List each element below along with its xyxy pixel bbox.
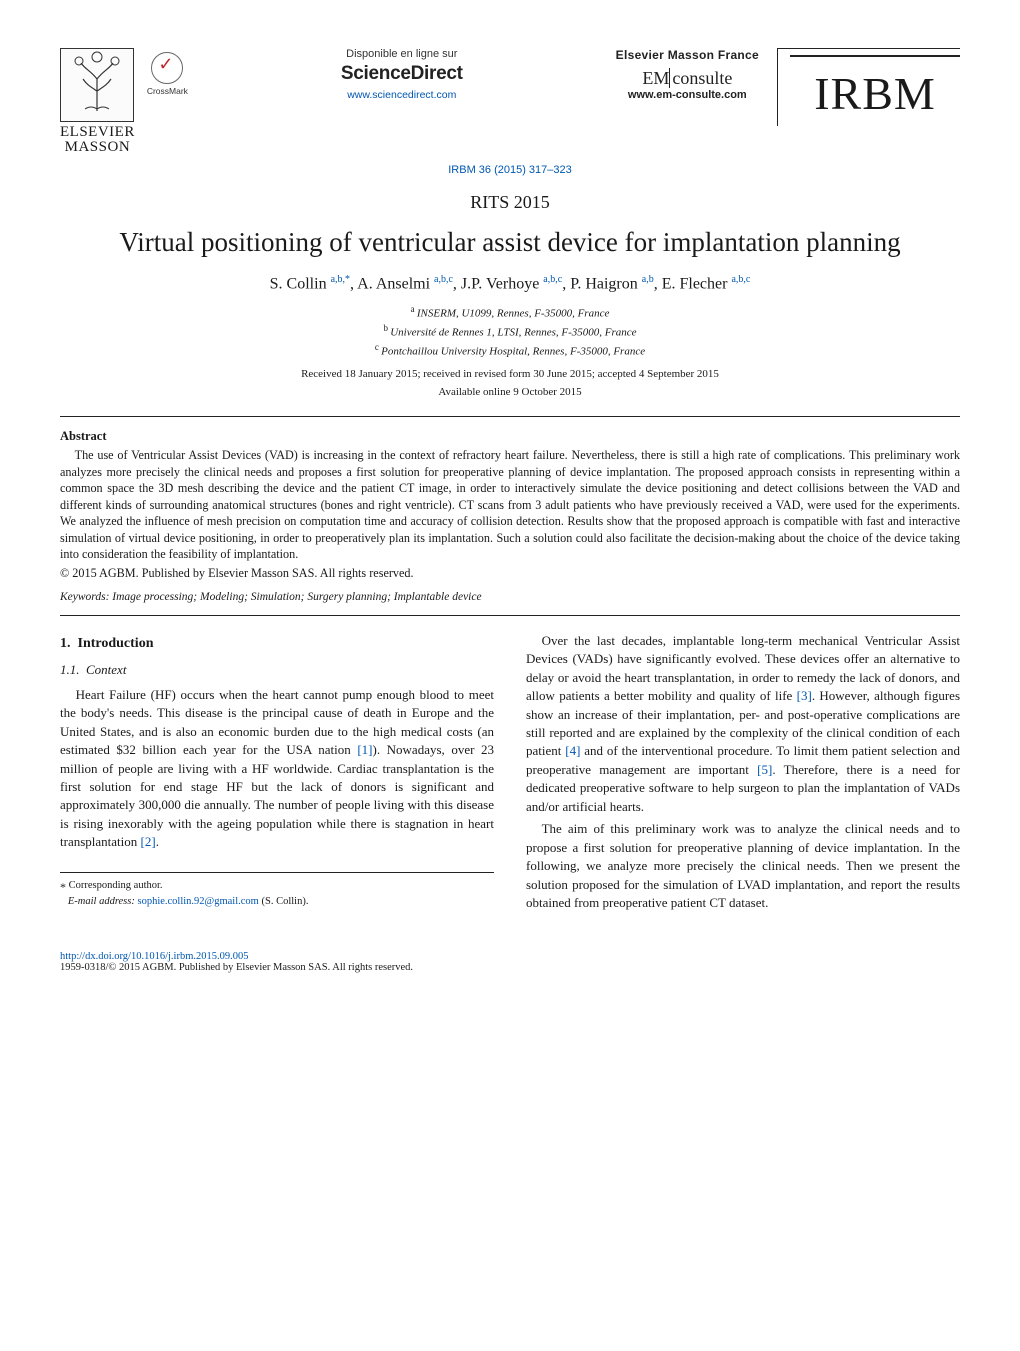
conference-name: RITS 2015 <box>60 192 960 213</box>
author-name: S. Collin <box>270 275 331 292</box>
para-left-1: Heart Failure (HF) occurs when the heart… <box>60 686 494 852</box>
header-center-left: Disponible en ligne sur ScienceDirect ww… <box>206 48 598 103</box>
citation-line-wrap: IRBM 36 (2015) 317–323 <box>60 160 960 178</box>
para-right-1: Over the last decades, implantable long-… <box>526 632 960 817</box>
header-right-rule <box>790 55 960 57</box>
left-column: 1. Introduction 1.1. Context Heart Failu… <box>60 632 494 917</box>
footnote-email-who: (S. Collin). <box>261 896 308 907</box>
dates-line: Received 18 January 2015; received in re… <box>60 368 960 380</box>
sec1-num: 1. <box>60 636 71 651</box>
crossmark-icon[interactable] <box>151 52 183 84</box>
sciencedirect-link[interactable]: www.sciencedirect.com <box>347 89 456 101</box>
footnote-corresponding: * Corresponding author. <box>60 879 494 895</box>
footnote-email-label: E-mail address: <box>68 896 135 907</box>
em-consulte-logo: EMconsulte <box>616 68 759 89</box>
journal-name: IRBM <box>790 67 960 120</box>
footer-block: http://dx.doi.org/10.1016/j.irbm.2015.09… <box>60 951 960 973</box>
crossmark-label: CrossMark <box>147 86 188 96</box>
citation-link[interactable]: IRBM 36 (2015) 317–323 <box>448 164 572 176</box>
masson-name: MASSON <box>65 139 131 156</box>
sec11-num: 1.1. <box>60 662 80 677</box>
elsevier-masson-france: Elsevier Masson France <box>616 48 759 62</box>
body-columns: 1. Introduction 1.1. Context Heart Failu… <box>60 632 960 917</box>
available-line: Available online 9 October 2015 <box>60 386 960 398</box>
citation-ref[interactable]: [2] <box>141 834 156 849</box>
header-right-journal: IRBM <box>777 48 960 126</box>
authors-line: S. Collin a,b,*, A. Anselmi a,b,c, J.P. … <box>60 274 960 293</box>
keywords-line: Keywords: Image processing; Modeling; Si… <box>60 591 960 603</box>
abstract-text: The use of Ventricular Assist Devices (V… <box>60 448 960 561</box>
footnote-corresponding-text: Corresponding author. <box>69 880 163 891</box>
affiliation-line: a INSERM, U1099, Rennes, F-35000, France <box>60 303 960 322</box>
author-affil-ref: a,b <box>642 274 654 285</box>
citation-ref[interactable]: [5] <box>757 762 772 777</box>
header-left: ELSEVIER MASSON CrossMark <box>60 48 188 156</box>
doi-link[interactable]: http://dx.doi.org/10.1016/j.irbm.2015.09… <box>60 951 960 962</box>
author-affil-ref: a,b, <box>331 274 345 285</box>
rule-above-abstract <box>60 416 960 417</box>
affiliation-line: b Université de Rennes 1, LTSI, Rennes, … <box>60 322 960 341</box>
footnote-email-link[interactable]: sophie.collin.92@gmail.com <box>137 896 258 907</box>
abstract-label: Abstract <box>60 429 960 444</box>
crossmark-block[interactable]: CrossMark <box>147 52 188 96</box>
keywords-text: Image processing; Modeling; Simulation; … <box>112 591 481 603</box>
sec11-title: Context <box>86 662 126 677</box>
author-name: E. Flecher <box>662 275 732 292</box>
header-center-right: Elsevier Masson France EMconsulte www.em… <box>616 48 759 101</box>
disponible-line: Disponible en ligne sur <box>206 48 598 60</box>
author-name: A. Anselmi <box>357 275 434 292</box>
sciencedirect-logo: ScienceDirect <box>206 63 598 85</box>
journal-header: ELSEVIER MASSON CrossMark Disponible en … <box>60 48 960 156</box>
abstract-copyright: © 2015 AGBM. Published by Elsevier Masso… <box>60 566 960 581</box>
citation-ref[interactable]: [3] <box>797 688 812 703</box>
citation-ref[interactable]: [1] <box>357 742 372 757</box>
em-prefix: EM <box>642 68 669 88</box>
elsevier-tree-icon <box>60 48 134 122</box>
affiliation-line: c Pontchaillou University Hospital, Renn… <box>60 341 960 360</box>
author-name: J.P. Verhoye <box>461 275 543 292</box>
rule-below-keywords <box>60 615 960 616</box>
right-column: Over the last decades, implantable long-… <box>526 632 960 917</box>
author-affil-ref: a,b,c <box>543 274 562 285</box>
para-right-2: The aim of this preliminary work was to … <box>526 820 960 912</box>
citation-ref[interactable]: [4] <box>565 743 580 758</box>
abstract-body: The use of Ventricular Assist Devices (V… <box>60 447 960 562</box>
em-suffix: consulte <box>669 68 732 88</box>
affiliations: a INSERM, U1099, Rennes, F-35000, France… <box>60 303 960 360</box>
author-corresponding-star: * <box>345 274 350 285</box>
section-1-heading: 1. Introduction <box>60 636 494 652</box>
article-title: Virtual positioning of ventricular assis… <box>60 227 960 258</box>
author-affil-ref: a,b,c <box>434 274 453 285</box>
author-name: P. Haigron <box>570 275 642 292</box>
elsevier-logo-block: ELSEVIER MASSON <box>60 48 135 156</box>
footer-copyright: 1959-0318/© 2015 AGBM. Published by Else… <box>60 962 960 973</box>
keywords-label: Keywords: <box>60 591 109 603</box>
author-affil-ref: a,b,c <box>731 274 750 285</box>
footnote-block: * Corresponding author. E-mail address: … <box>60 872 494 909</box>
sec1-title: Introduction <box>78 636 154 651</box>
em-consulte-link[interactable]: www.em-consulte.com <box>616 89 759 101</box>
section-1-1-heading: 1.1. Context <box>60 662 494 678</box>
footnote-email-line: E-mail address: sophie.collin.92@gmail.c… <box>60 895 494 909</box>
footnote-star-icon: * <box>60 880 66 894</box>
page-root: ELSEVIER MASSON CrossMark Disponible en … <box>0 0 1020 1351</box>
